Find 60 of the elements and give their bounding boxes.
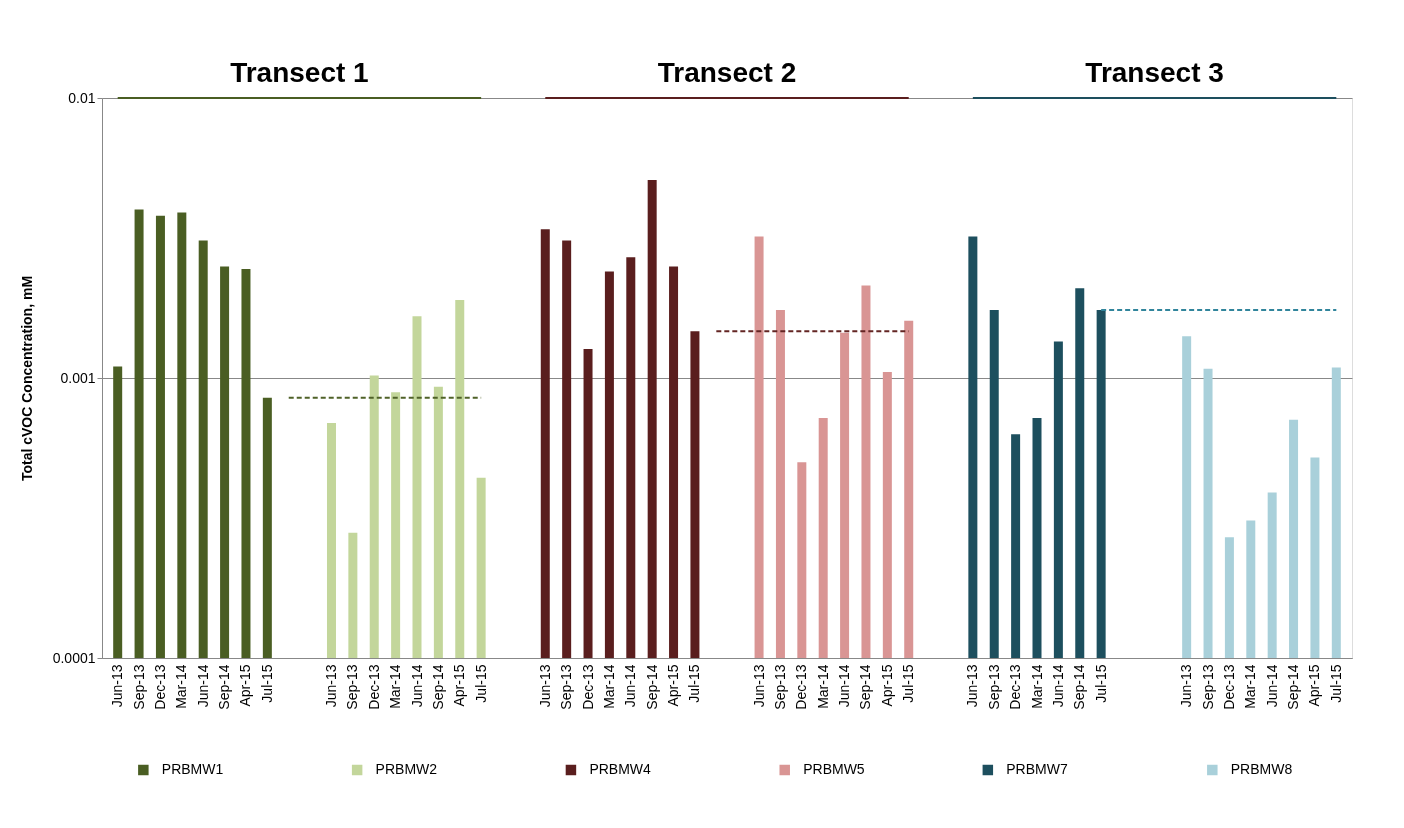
legend-label: PRBMW8 — [1230, 761, 1293, 777]
x-tick-label: Dec-13 — [365, 664, 382, 710]
text: Transect 2 — [657, 57, 797, 88]
y-axis-title: Total cVOC Concentration, mM — [18, 275, 35, 482]
x-tick-label: Mar-14 — [600, 664, 617, 709]
x-tick-label: Jul-15 — [1327, 664, 1344, 703]
x-tick-label: Jul-15 — [900, 664, 917, 703]
text: Transect 1 — [230, 57, 369, 88]
x-tick-label: Jun-13 — [322, 664, 339, 708]
x-tick-label: Dec-13 — [1220, 664, 1237, 710]
x-tick-label: Sep-14 — [643, 664, 660, 710]
x-tick-label: Jun-14 — [408, 664, 425, 708]
x-tick-label: Mar-14 — [387, 664, 404, 709]
x-tick-label: Sep-14 — [857, 664, 874, 710]
x-tick-label: Jul-15 — [1092, 664, 1109, 703]
x-tick-label: Sep-13 — [1199, 664, 1216, 710]
x-tick-label: Jun-13 — [750, 664, 767, 708]
x-tick-label: Apr-15 — [878, 664, 895, 707]
x-tick-label: Dec-13 — [151, 664, 168, 710]
y-tick-label: 0.001 — [60, 369, 96, 386]
x-tick-label: Jun-13 — [964, 664, 981, 708]
x-tick-label: Sep-13 — [558, 664, 575, 710]
x-tick-label: Sep-14 — [1285, 664, 1302, 710]
y-tick-label: 0.01 — [68, 89, 96, 106]
x-tick-label: Mar-14 — [1242, 664, 1259, 709]
y-tick-label: 0.0001 — [52, 649, 96, 666]
x-tick-label: Sep-14 — [216, 664, 233, 710]
x-tick-label: Jul-15 — [258, 664, 275, 703]
x-tick-label: Jun-13 — [1178, 664, 1195, 708]
x-tick-label: Jun-14 — [1049, 664, 1066, 708]
x-tick-label: Mar-14 — [173, 664, 190, 709]
x-tick-label: Jul-15 — [686, 664, 703, 703]
x-tick-label: Jul-15 — [472, 664, 489, 703]
x-tick-label: Jun-14 — [1263, 664, 1280, 708]
x-tick-label: Jun-14 — [622, 664, 639, 708]
x-tick-label: Sep-13 — [771, 664, 788, 710]
x-tick-label: Sep-14 — [429, 664, 446, 710]
x-tick-label: Jun-13 — [536, 664, 553, 708]
x-tick-label: Apr-15 — [1306, 664, 1323, 707]
x-tick-label: Apr-15 — [451, 664, 468, 707]
x-tick-label: Dec-13 — [579, 664, 596, 710]
legend-label: PRBMW1 — [161, 761, 224, 777]
x-tick-label: Sep-14 — [1071, 664, 1088, 710]
x-tick-label: Mar-14 — [1028, 664, 1045, 709]
legend-label: PRBMW7 — [1006, 761, 1068, 777]
x-tick-label: Mar-14 — [814, 664, 831, 709]
text: Transect 3 — [1085, 57, 1224, 88]
x-tick-label: Sep-13 — [985, 664, 1002, 710]
x-tick-label: Sep-13 — [344, 664, 361, 710]
x-tick-label: Apr-15 — [665, 664, 682, 707]
legend-label: PRBMW5 — [803, 761, 865, 777]
x-tick-label: Jun-14 — [194, 664, 211, 708]
x-tick-label: Dec-13 — [793, 664, 810, 710]
x-tick-label: Dec-13 — [1007, 664, 1024, 710]
legend-label: PRBMW4 — [589, 761, 652, 777]
x-tick-label: Jun-13 — [109, 664, 126, 708]
x-tick-label: Jun-14 — [836, 664, 853, 708]
legend-label: PRBMW2 — [375, 761, 438, 777]
x-tick-label: Apr-15 — [237, 664, 254, 707]
x-tick-label: Sep-13 — [130, 664, 147, 710]
